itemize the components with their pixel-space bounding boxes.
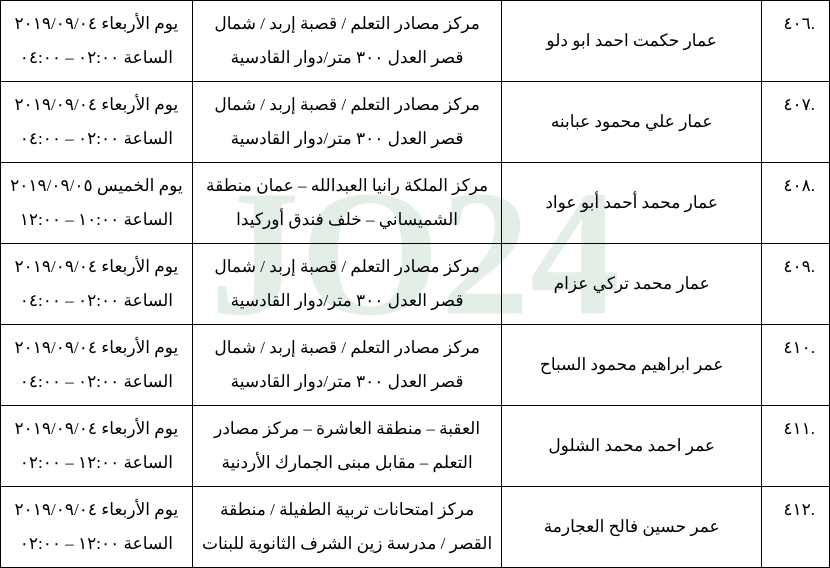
location-line-2: قصر العدل ٣٠٠ متر/دوار القادسية — [201, 365, 494, 399]
location-cell: مركز مصادر التعلم / قصبة إربد / شمالقصر … — [192, 244, 502, 325]
schedule-table: يوم الأربعاء ٢٠١٩/٠٩/٠٤الساعة ٠٢:٠٠ – ٠٤… — [0, 0, 830, 568]
table-row: يوم الأربعاء ٢٠١٩/٠٩/٠٤الساعة ٠٢:٠٠ – ٠٤… — [1, 1, 830, 82]
location-line-2: قصر العدل ٣٠٠ متر/دوار القادسية — [201, 122, 494, 156]
table-row: يوم الأربعاء ٢٠١٩/٠٩/٠٤الساعة ١٢:٠٠ – ٠٢… — [1, 406, 830, 487]
date-line: يوم الأربعاء ٢٠١٩/٠٩/٠٤ — [9, 7, 184, 41]
datetime-cell: يوم الأربعاء ٢٠١٩/٠٩/٠٤الساعة ١٢:٠٠ – ٠٢… — [1, 487, 193, 568]
number-cell: .٤١١ — [762, 406, 830, 487]
location-line-1: مركز مصادر التعلم / قصبة إربد / شمال — [201, 331, 494, 365]
number-cell: .٤٠٦ — [762, 1, 830, 82]
number-cell: .٤٠٧ — [762, 82, 830, 163]
datetime-cell: يوم الأربعاء ٢٠١٩/٠٩/٠٤الساعة ٠٢:٠٠ – ٠٤… — [1, 325, 193, 406]
date-line: يوم الخميس ٢٠١٩/٠٩/٠٥ — [9, 169, 184, 203]
location-line-1: العقبة – منطقة العاشرة – مركز مصادر — [201, 412, 494, 446]
datetime-cell: يوم الأربعاء ٢٠١٩/٠٩/٠٤الساعة ٠٢:٠٠ – ٠٤… — [1, 244, 193, 325]
datetime-cell: يوم الأربعاء ٢٠١٩/٠٩/٠٤الساعة ٠٢:٠٠ – ٠٤… — [1, 82, 193, 163]
name-cell: عمار محمد تركي عزام — [502, 244, 762, 325]
location-line-2: قصر العدل ٣٠٠ متر/دوار القادسية — [201, 284, 494, 318]
time-line: الساعة ٠٢:٠٠ – ٠٤:٠٠ — [9, 122, 184, 156]
location-cell: العقبة – منطقة العاشرة – مركز مصادرالتعل… — [192, 406, 502, 487]
name-cell: عمار حكمت احمد ابو دلو — [502, 1, 762, 82]
datetime-cell: يوم الأربعاء ٢٠١٩/٠٩/٠٤الساعة ١٢:٠٠ – ٠٢… — [1, 406, 193, 487]
time-line: الساعة ١٢:٠٠ – ٠٢:٠٠ — [9, 446, 184, 480]
location-cell: مركز مصادر التعلم / قصبة إربد / شمالقصر … — [192, 82, 502, 163]
name-cell: عمار علي محمود عبابنه — [502, 82, 762, 163]
location-line-1: مركز مصادر التعلم / قصبة إربد / شمال — [201, 88, 494, 122]
location-cell: مركز الملكة رانيا العبدالله – عمان منطقة… — [192, 163, 502, 244]
number-cell: .٤١٠ — [762, 325, 830, 406]
location-line-1: مركز مصادر التعلم / قصبة إربد / شمال — [201, 7, 494, 41]
name-cell: عمر احمد محمد الشلول — [502, 406, 762, 487]
name-cell: عمار محمد أحمد أبو عواد — [502, 163, 762, 244]
time-line: الساعة ٠٢:٠٠ – ٠٤:٠٠ — [9, 41, 184, 75]
time-line: الساعة ٠٢:٠٠ – ٠٤:٠٠ — [9, 284, 184, 318]
table-row: يوم الخميس ٢٠١٩/٠٩/٠٥الساعة ١٠:٠٠ – ١٢:٠… — [1, 163, 830, 244]
table-row: يوم الأربعاء ٢٠١٩/٠٩/٠٤الساعة ٠٢:٠٠ – ٠٤… — [1, 82, 830, 163]
date-line: يوم الأربعاء ٢٠١٩/٠٩/٠٤ — [9, 493, 184, 527]
location-cell: مركز مصادر التعلم / قصبة إربد / شمالقصر … — [192, 1, 502, 82]
location-cell: مركز مصادر التعلم / قصبة إربد / شمالقصر … — [192, 325, 502, 406]
time-line: الساعة ١٢:٠٠ – ٠٢:٠٠ — [9, 527, 184, 561]
date-line: يوم الأربعاء ٢٠١٩/٠٩/٠٤ — [9, 412, 184, 446]
number-cell: .٤٠٨ — [762, 163, 830, 244]
location-line-1: مركز امتحانات تربية الطفيلة / منطقة — [201, 493, 494, 527]
date-line: يوم الأربعاء ٢٠١٩/٠٩/٠٤ — [9, 250, 184, 284]
time-line: الساعة ٠٢:٠٠ – ٠٤:٠٠ — [9, 365, 184, 399]
datetime-cell: يوم الأربعاء ٢٠١٩/٠٩/٠٤الساعة ٠٢:٠٠ – ٠٤… — [1, 1, 193, 82]
table-row: يوم الأربعاء ٢٠١٩/٠٩/٠٤الساعة ٠٢:٠٠ – ٠٤… — [1, 325, 830, 406]
location-line-2: التعلم – مقابل مبنى الجمارك الأردنية — [201, 446, 494, 480]
number-cell: .٤١٢ — [762, 487, 830, 568]
name-cell: عمر ابراهيم محمود السباح — [502, 325, 762, 406]
time-line: الساعة ١٠:٠٠ – ١٢:٠٠ — [9, 203, 184, 237]
location-cell: مركز امتحانات تربية الطفيلة / منطقةالقصر… — [192, 487, 502, 568]
location-line-2: الشميساني – خلف فندق أوركيدا — [201, 203, 494, 237]
date-line: يوم الأربعاء ٢٠١٩/٠٩/٠٤ — [9, 88, 184, 122]
date-line: يوم الأربعاء ٢٠١٩/٠٩/٠٤ — [9, 331, 184, 365]
table-row: يوم الأربعاء ٢٠١٩/٠٩/٠٤الساعة ٠٢:٠٠ – ٠٤… — [1, 244, 830, 325]
location-line-2: القصر / مدرسة زين الشرف الثانوية للبنات — [201, 527, 494, 561]
number-cell: .٤٠٩ — [762, 244, 830, 325]
table-row: يوم الأربعاء ٢٠١٩/٠٩/٠٤الساعة ١٢:٠٠ – ٠٢… — [1, 487, 830, 568]
location-line-2: قصر العدل ٣٠٠ متر/دوار القادسية — [201, 41, 494, 75]
name-cell: عمر حسين فالح العجارمة — [502, 487, 762, 568]
datetime-cell: يوم الخميس ٢٠١٩/٠٩/٠٥الساعة ١٠:٠٠ – ١٢:٠… — [1, 163, 193, 244]
location-line-1: مركز مصادر التعلم / قصبة إربد / شمال — [201, 250, 494, 284]
location-line-1: مركز الملكة رانيا العبدالله – عمان منطقة — [201, 169, 494, 203]
